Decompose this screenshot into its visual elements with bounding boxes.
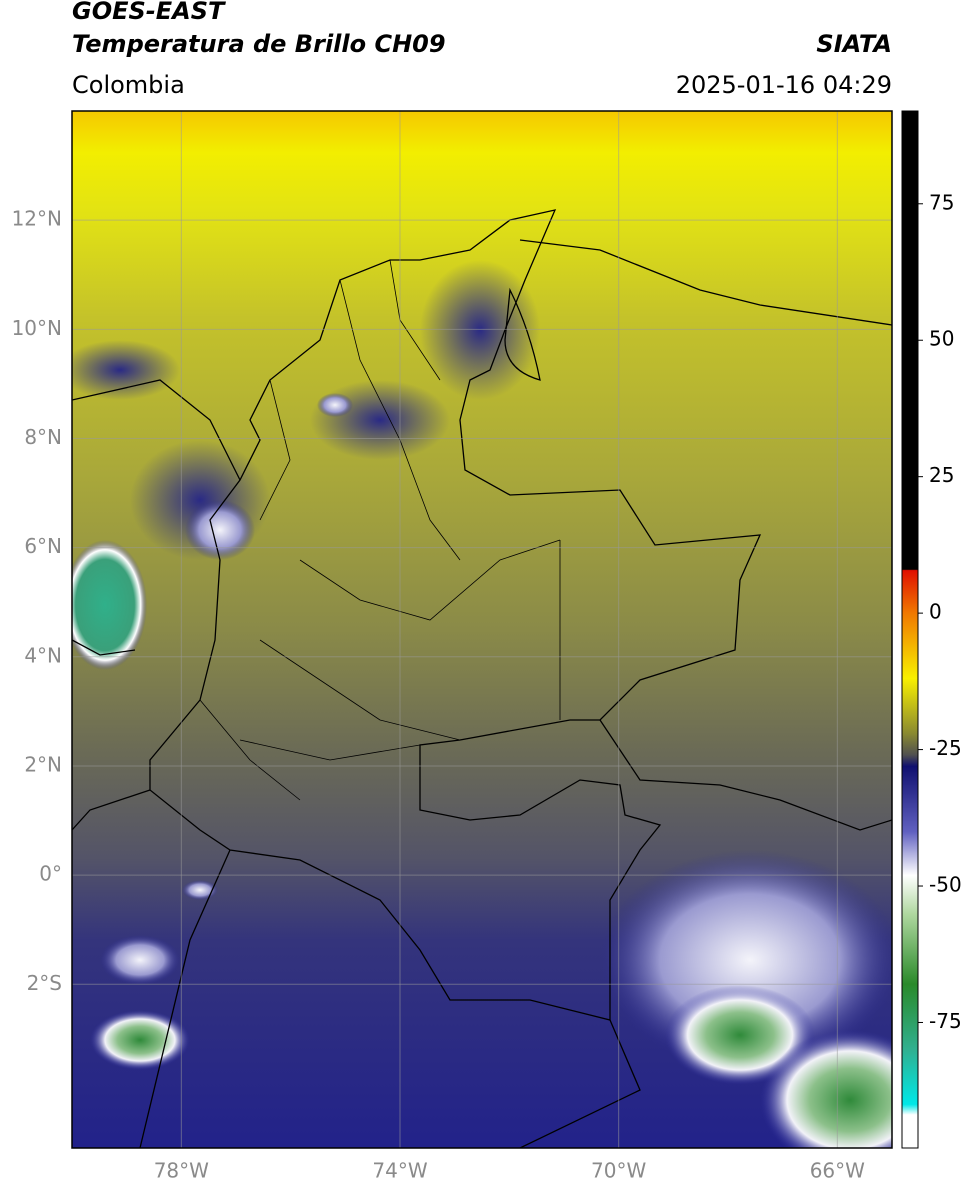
lat-tick-label: 2°S — [27, 971, 62, 995]
source: SIATA — [816, 30, 892, 58]
lat-tick-label: 12°N — [12, 207, 62, 231]
colorbar-tick-label: -75 — [929, 1009, 962, 1033]
lat-tick-label: 0° — [39, 862, 62, 886]
lat-tick-label: 6°N — [24, 534, 62, 558]
lat-tick-label: 10°N — [12, 316, 62, 340]
lon-tick-label: 78°W — [154, 1159, 209, 1183]
lat-tick-label: 4°N — [24, 643, 62, 667]
subtitle: Temperatura de Brillo CH09 — [72, 30, 446, 58]
datetime: 2025-01-16 04:29 — [676, 71, 892, 99]
colorbar-tick-label: 50 — [929, 327, 954, 351]
region: Colombia — [72, 71, 185, 99]
map-frame — [71, 110, 893, 1149]
colorbar-tick-label: 75 — [929, 190, 954, 214]
colorbar-tick-label: 0 — [929, 600, 942, 624]
colorbar-tick-label: -50 — [929, 873, 962, 897]
colorbar — [901, 110, 919, 1149]
lon-tick-label: 74°W — [372, 1159, 427, 1183]
colorbar-tick-label: 25 — [929, 463, 954, 487]
satellite-image — [72, 111, 892, 1148]
colorbar-tick-label: -25 — [929, 736, 962, 760]
lat-tick-label: 2°N — [24, 752, 62, 776]
lon-tick-label: 66°W — [810, 1159, 865, 1183]
lon-tick-label: 70°W — [591, 1159, 646, 1183]
title: GOES-EAST — [72, 0, 226, 25]
lat-tick-label: 8°N — [24, 425, 62, 449]
